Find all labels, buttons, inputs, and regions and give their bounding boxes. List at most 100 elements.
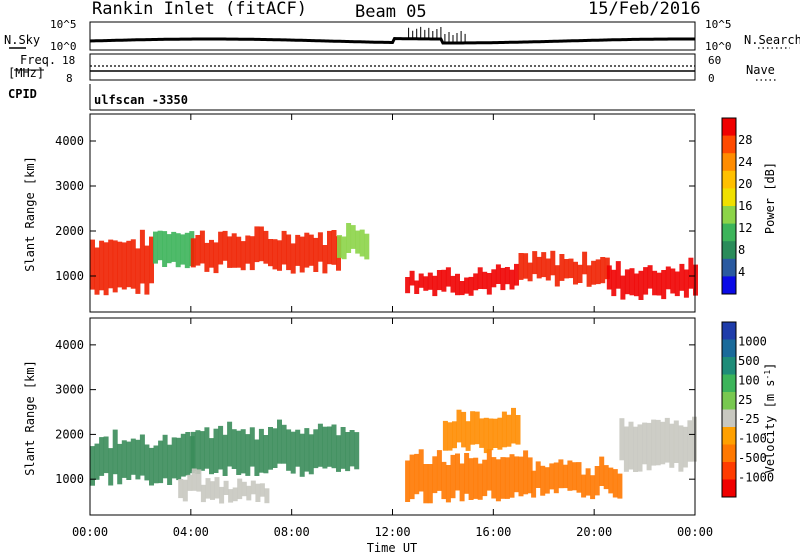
power-colorbar: 28 24 20 16 12 8 4 <box>721 117 752 295</box>
echo-band-5 <box>532 251 538 275</box>
colorbar-frame <box>721 321 737 498</box>
echo-band-0 <box>139 434 145 476</box>
echo-band-2 <box>258 226 264 262</box>
echo-band-2 <box>182 479 188 502</box>
echo-band-1 <box>166 234 172 264</box>
nave-label: Nave <box>746 63 775 77</box>
echo-band-3 <box>427 464 433 504</box>
echo-band-2 <box>308 234 314 266</box>
echo-band-3 <box>482 459 488 497</box>
echo-band-0 <box>94 443 100 480</box>
colorbar-tick-label: -500 <box>738 451 767 465</box>
echo-band-1 <box>171 231 177 262</box>
echo-band-1 <box>184 232 190 269</box>
echo-band-0 <box>108 448 114 486</box>
echo-band-4 <box>441 269 447 292</box>
echo-band-0 <box>103 436 109 474</box>
echo-band-6 <box>615 261 621 289</box>
freq-tick-low: 8 <box>66 72 73 85</box>
echo-band-3 <box>504 457 510 499</box>
echo-band-0 <box>121 242 127 290</box>
echo-band-1 <box>199 431 205 471</box>
echo-band-4 <box>427 272 433 290</box>
colorbar-swatch <box>722 357 736 375</box>
echo-band-3 <box>423 464 429 504</box>
echo-band-3 <box>464 453 470 494</box>
echo-band-6 <box>673 420 679 463</box>
echo-band-5 <box>576 462 582 493</box>
echo-band-6 <box>652 270 658 296</box>
colorbar-swatch <box>722 206 736 225</box>
colorbar-tick-label: 4 <box>738 265 745 279</box>
colorbar-tick-label: 25 <box>738 393 752 407</box>
echo-band-2 <box>255 483 261 502</box>
echo-band-3 <box>414 453 420 495</box>
echo-band-4 <box>477 267 483 289</box>
echo-band-4 <box>501 411 507 448</box>
echo-band-1 <box>340 427 346 469</box>
echo-band-1 <box>245 434 251 476</box>
echo-band-5 <box>558 459 564 489</box>
echo-band-4 <box>465 421 471 451</box>
echo-band-2 <box>205 478 211 499</box>
time-axis: 00:00 04:00 08:00 12:00 16:00 20:00 00:00 <box>72 114 713 539</box>
echo-band-4 <box>482 271 488 290</box>
colorbar-tick-label: 24 <box>738 155 752 169</box>
echo-band-2 <box>214 477 220 499</box>
x-tick-label: 16:00 <box>475 525 511 539</box>
echo-band-4 <box>486 273 492 295</box>
echo-band-1 <box>263 435 269 474</box>
echo-band-3 <box>364 233 370 260</box>
echo-band-0 <box>167 444 173 485</box>
echo-band-6 <box>606 265 612 290</box>
echo-band-5 <box>591 260 597 285</box>
nsky-spikes <box>408 26 466 42</box>
echo-band-2 <box>219 486 225 504</box>
echo-band-3 <box>518 456 524 497</box>
echo-band-3 <box>509 454 515 498</box>
echo-band-2 <box>210 481 215 500</box>
power-yticks: 4000 3000 2000 1000 <box>55 134 695 283</box>
echo-band-1 <box>295 429 301 467</box>
echo-band-5 <box>554 265 560 287</box>
colorbar-tick-label: 16 <box>738 199 752 213</box>
colorbar-tick-label: 1000 <box>738 334 767 348</box>
echo-band-5 <box>535 461 541 488</box>
echo-band-4 <box>492 418 498 448</box>
echo-band-2 <box>227 236 233 268</box>
echo-band-2 <box>313 237 319 272</box>
echo-band-1 <box>204 427 210 469</box>
echo-band-5 <box>590 475 596 500</box>
echo-band-6 <box>678 425 684 472</box>
echo-band-1 <box>222 434 228 476</box>
echo-band-4 <box>405 277 411 294</box>
echo-band-0 <box>126 441 132 480</box>
freq-panel-frame <box>89 53 696 81</box>
echo-band-0 <box>94 247 100 295</box>
echo-band-5 <box>617 473 623 499</box>
echo-band-1 <box>231 429 237 469</box>
echo-band-0 <box>90 446 95 486</box>
echo-band-2 <box>246 485 252 501</box>
echo-band-6 <box>682 426 688 468</box>
echo-band-5 <box>545 258 551 281</box>
echo-band-0 <box>153 445 159 484</box>
echo-band-3 <box>527 457 533 494</box>
echo-band-4 <box>442 420 448 451</box>
echo-band-6 <box>646 422 652 471</box>
echo-band-0 <box>144 245 150 295</box>
power-ylabel: Slant Range [km] <box>23 156 37 272</box>
echo-band-1 <box>213 428 219 473</box>
x-tick-label: 04:00 <box>173 525 209 539</box>
colorbar-swatch <box>722 241 736 260</box>
colorbar-tick-label: -1000 <box>738 471 774 485</box>
echo-band-3 <box>455 453 460 491</box>
echo-band-6 <box>669 423 675 468</box>
echo-band-5 <box>544 467 550 494</box>
colorbar-swatch <box>722 153 736 172</box>
echo-band-3 <box>459 463 465 502</box>
echo-band-5 <box>612 469 618 498</box>
colorbar-swatch <box>722 479 736 498</box>
echo-band-6 <box>660 421 666 465</box>
echo-band-5 <box>595 259 601 285</box>
